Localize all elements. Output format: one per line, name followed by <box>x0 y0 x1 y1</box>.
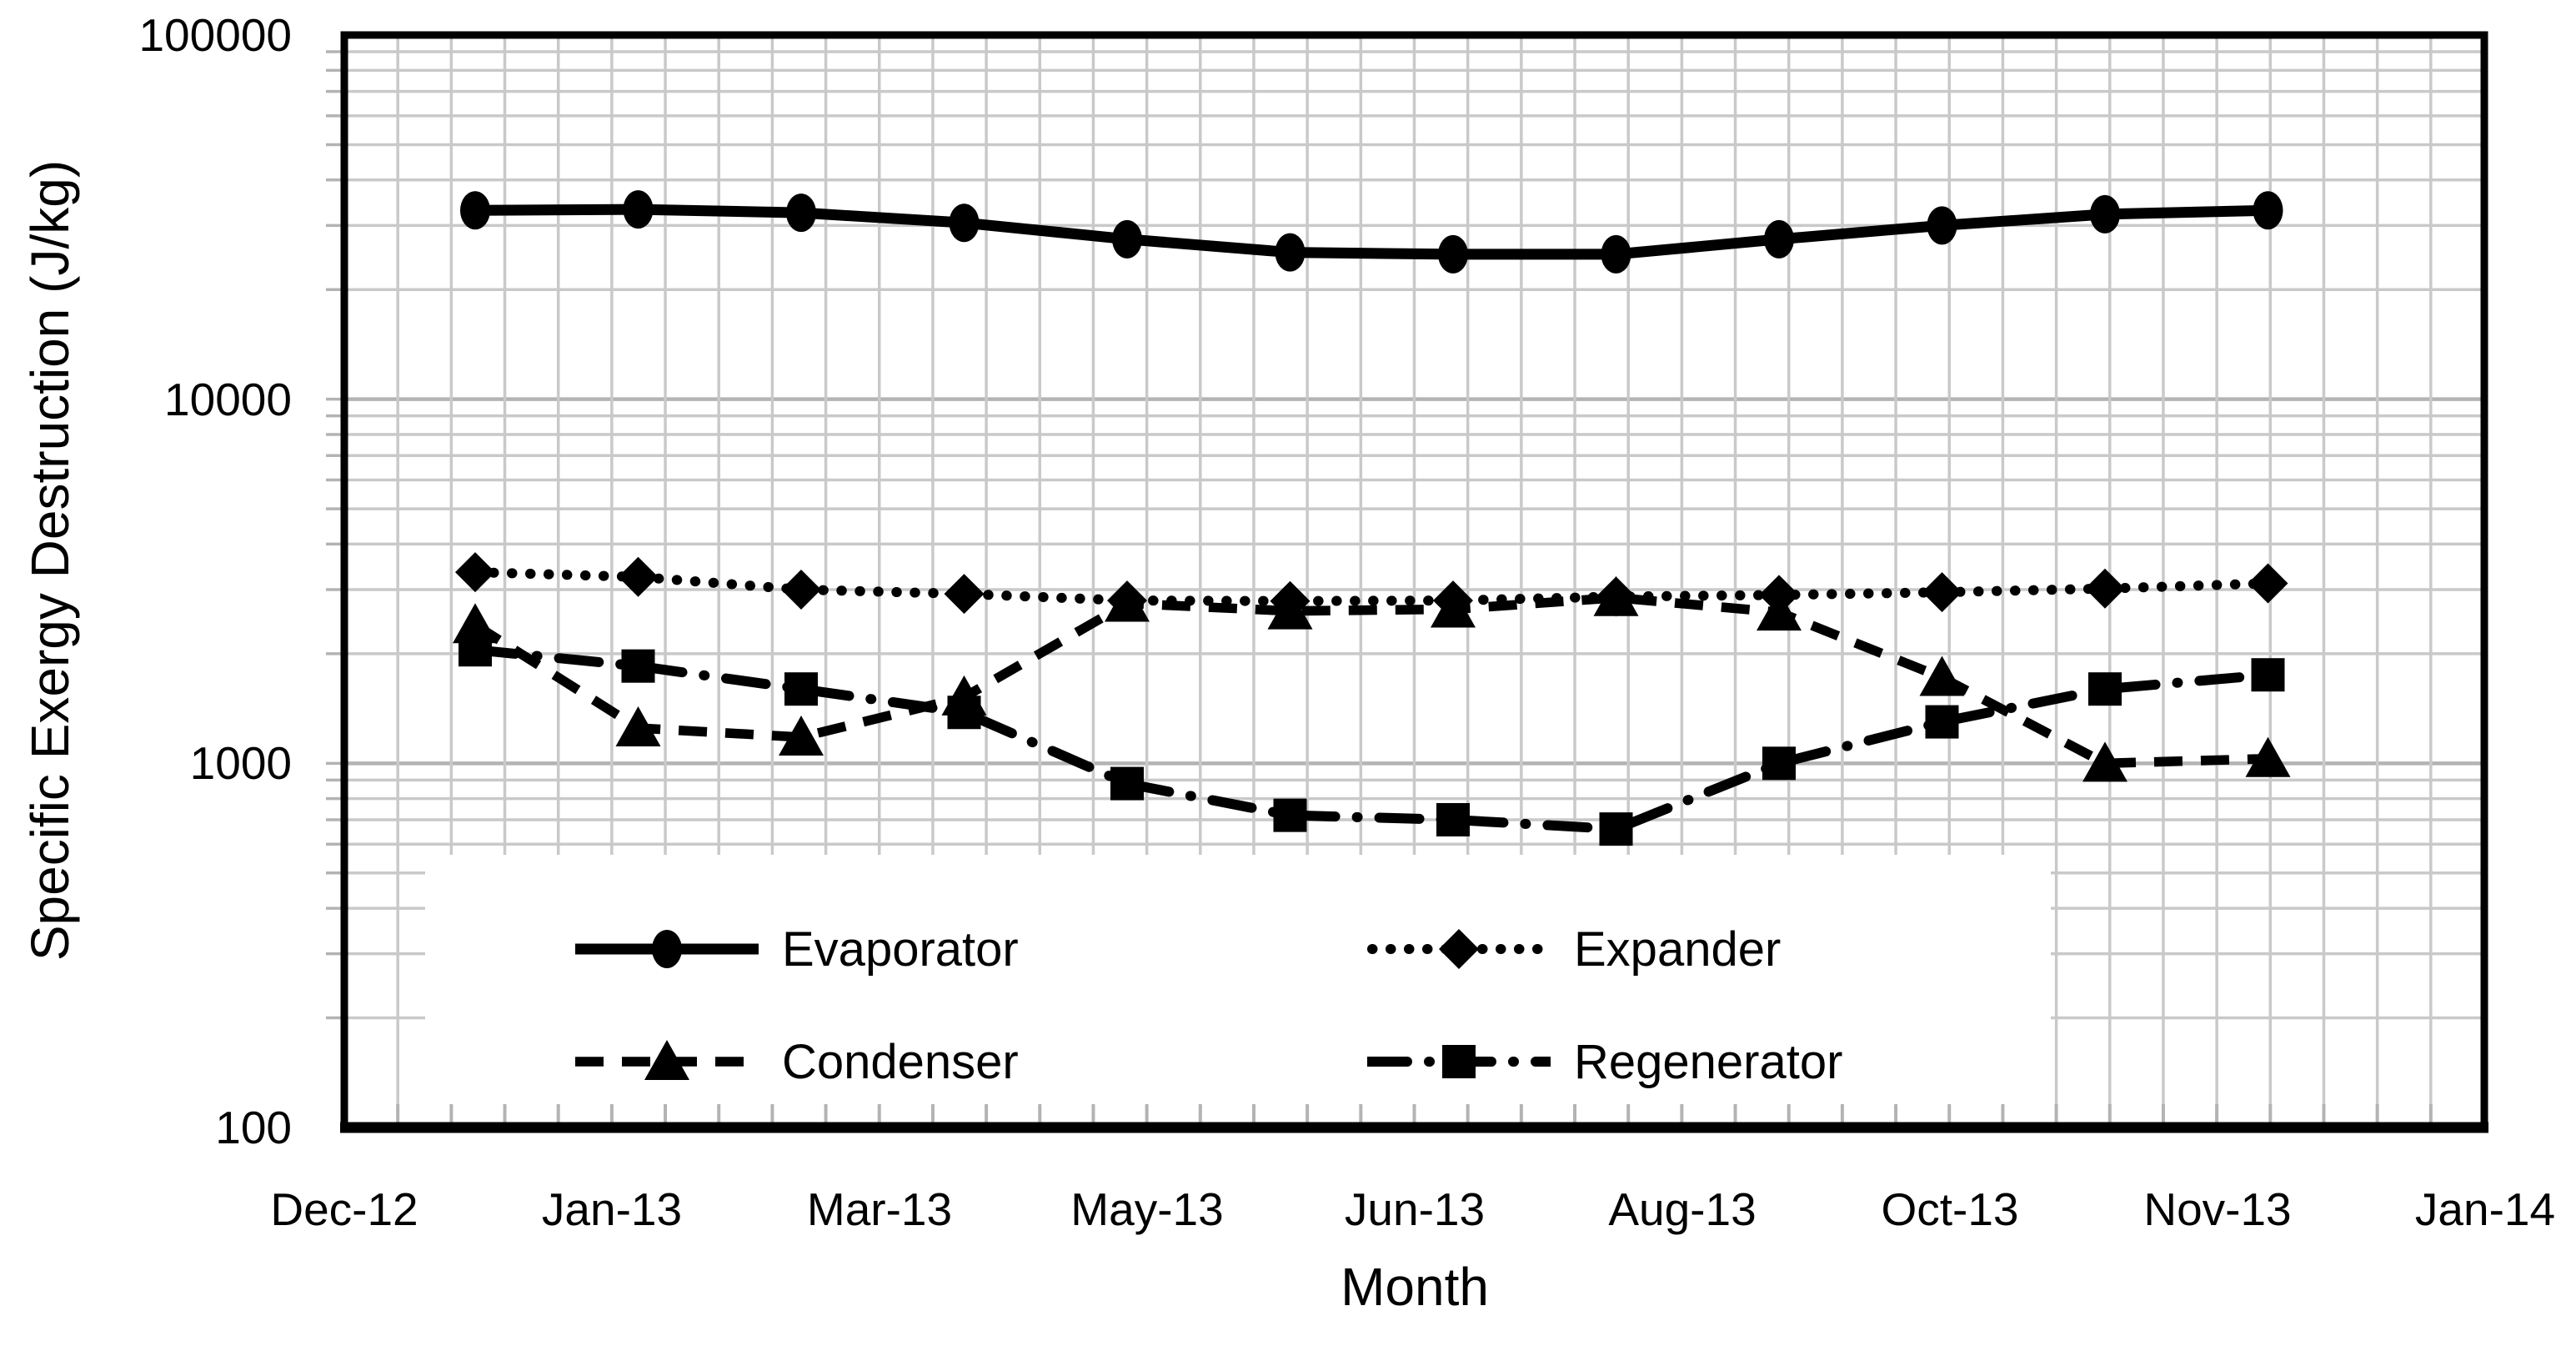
regenerator-line-sample <box>1367 1045 1551 1078</box>
square-marker-icon <box>1762 746 1796 781</box>
square-marker-icon <box>1442 1045 1476 1078</box>
condenser-line-sample <box>575 1040 759 1080</box>
diamond-marker-icon <box>1107 580 1147 621</box>
square-marker-icon <box>621 649 655 683</box>
evaporator-line-sample <box>575 930 759 968</box>
square-marker-icon <box>1436 802 1470 836</box>
circle-marker-icon <box>786 193 816 233</box>
diamond-marker-icon <box>1596 576 1636 617</box>
diamond-marker-icon <box>1439 929 1479 969</box>
diamond-marker-icon <box>1922 572 1962 613</box>
square-marker-icon <box>2088 672 2122 706</box>
diamond-marker-icon <box>618 556 659 597</box>
square-marker-icon <box>1273 798 1307 832</box>
square-marker-icon <box>459 633 492 667</box>
circle-marker-icon <box>949 203 980 243</box>
condenser-line <box>472 592 2268 769</box>
y-tick-label: 1000 <box>189 737 292 789</box>
square-marker-icon <box>784 672 818 706</box>
legend-item-expander: Expander <box>1367 912 1781 987</box>
y-axis-title: Specific Exergy Destruction (J/kg) <box>20 159 80 962</box>
circle-marker-icon <box>1601 234 1631 274</box>
circle-marker-icon <box>2253 191 2283 230</box>
legend-item-regenerator: Regenerator <box>1367 1024 1842 1099</box>
legend-label: Regenerator <box>1574 1034 1843 1089</box>
expander-line-sample <box>1367 929 1551 969</box>
circle-marker-icon <box>1438 234 1468 274</box>
legend-label: Condenser <box>782 1034 1019 1089</box>
x-tick-label: Mar-13 <box>806 1183 953 1235</box>
x-tick-label: Aug-13 <box>1608 1183 1757 1235</box>
diamond-marker-icon <box>1759 575 1799 615</box>
legend-label: Expander <box>1574 922 1782 977</box>
circle-marker-icon <box>2090 194 2120 234</box>
triangle-marker-icon <box>1919 655 1965 696</box>
x-tick-label: May-13 <box>1070 1183 1224 1235</box>
circle-marker-icon <box>1764 219 1794 259</box>
square-marker-icon <box>2251 658 2285 692</box>
circle-marker-icon <box>623 190 654 229</box>
diamond-marker-icon <box>455 552 495 593</box>
x-tick-label: Dec-12 <box>270 1183 418 1235</box>
regenerator-line <box>470 645 2273 835</box>
y-tick-label: 100000 <box>138 9 292 61</box>
diamond-marker-icon <box>2085 568 2125 609</box>
square-marker-icon <box>1925 705 1959 739</box>
legend-box <box>425 855 2051 1126</box>
diamond-marker-icon <box>944 574 985 615</box>
diamond-marker-icon <box>2248 563 2288 604</box>
diamond-marker-icon <box>1270 580 1311 621</box>
legend-label: Evaporator <box>782 922 1019 977</box>
x-tick-label: Jan-13 <box>541 1183 683 1235</box>
triangle-marker-icon <box>2082 741 2127 782</box>
x-tick-label: Jan-14 <box>2414 1183 2556 1235</box>
y-tick-label: 10000 <box>164 374 292 425</box>
evaporator-line <box>474 203 2268 260</box>
square-marker-icon <box>1599 812 1633 846</box>
circle-marker-icon <box>460 191 490 230</box>
legend-item-evaporator: Evaporator <box>575 912 1019 987</box>
square-marker-icon <box>947 696 981 730</box>
expander-line <box>470 567 2273 606</box>
diamond-marker-icon <box>781 569 821 610</box>
circle-marker-icon <box>1275 233 1306 272</box>
diamond-marker-icon <box>1433 580 1473 621</box>
circle-marker-icon <box>652 930 682 968</box>
x-tick-label: Oct-13 <box>1881 1183 2019 1235</box>
legend-item-condenser: Condenser <box>575 1024 1019 1099</box>
circle-marker-icon <box>1927 206 1957 245</box>
y-tick-label: 100 <box>215 1102 292 1153</box>
x-tick-label: Nov-13 <box>2143 1183 2292 1235</box>
triangle-marker-icon <box>644 1040 689 1080</box>
x-axis-title: Month <box>1341 1257 1489 1317</box>
triangle-marker-icon <box>2245 736 2291 777</box>
x-tick-label: Jun-13 <box>1344 1183 1486 1235</box>
square-marker-icon <box>1110 766 1144 801</box>
circle-marker-icon <box>1112 219 1142 259</box>
triangle-marker-icon <box>615 706 661 747</box>
triangle-marker-icon <box>779 715 824 756</box>
